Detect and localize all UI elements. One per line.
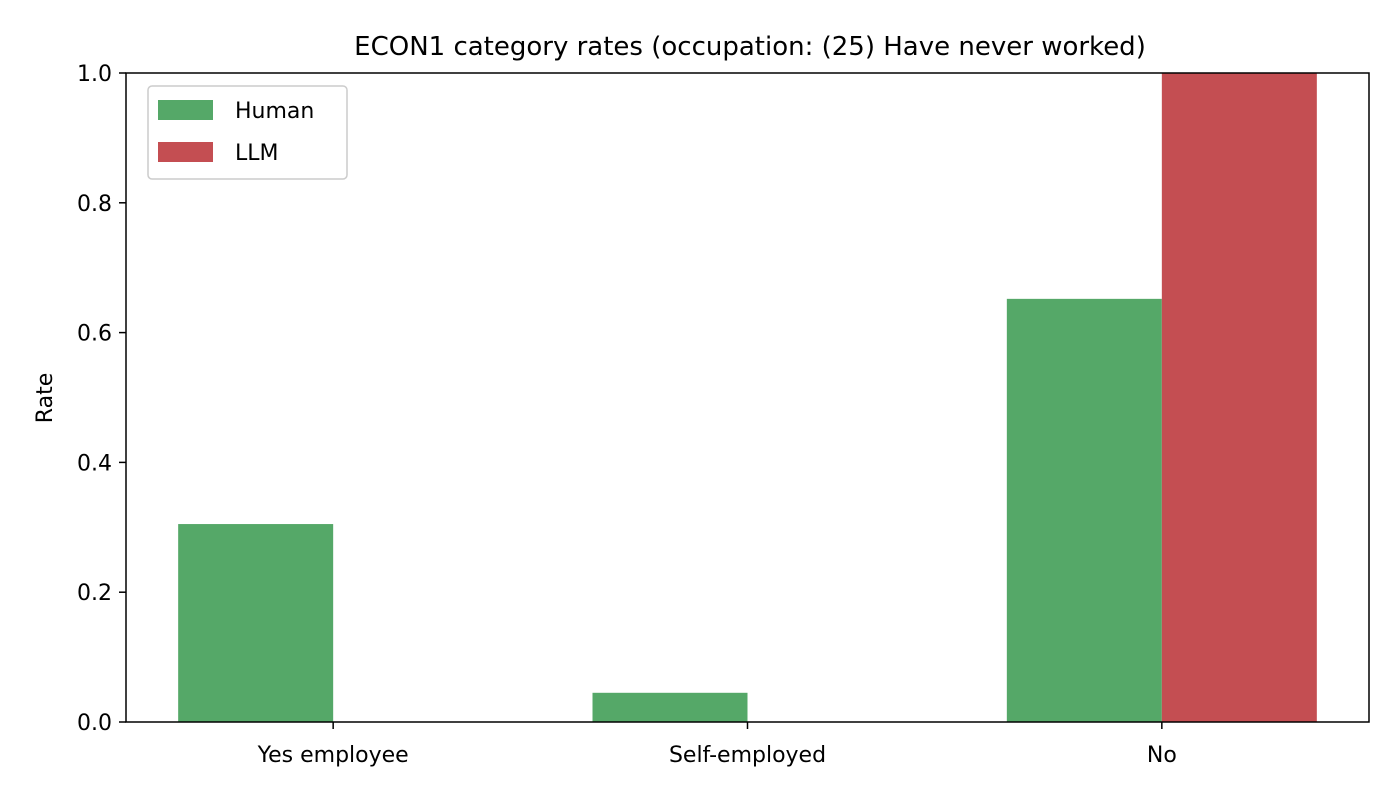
legend-swatch-human (158, 100, 213, 120)
bar-llm-no (1161, 73, 1317, 722)
y-tick-label: 0.0 (77, 711, 112, 736)
x-tick-label: Self-employed (669, 743, 826, 768)
x-axis-ticks: Yes employee Self-employed No (257, 722, 1177, 768)
bar-human-no (1006, 298, 1162, 722)
legend-label-llm: LLM (235, 141, 279, 166)
bar-human-self-employed (592, 692, 748, 722)
y-tick-label: 0.8 (77, 192, 112, 217)
legend: Human LLM (147, 85, 348, 180)
y-tick-label: 0.2 (77, 581, 112, 606)
y-tick-label: 0.4 (77, 451, 112, 476)
chart-title: ECON1 category rates (occupation: (25) H… (354, 32, 1146, 62)
bar-human-yes-employee (178, 524, 334, 722)
legend-swatch-llm (158, 142, 213, 162)
x-tick-label: No (1147, 743, 1177, 768)
y-axis-ticks: 0.0 0.2 0.4 0.6 0.8 1.0 (77, 62, 126, 736)
x-tick-label: Yes employee (257, 743, 409, 768)
y-axis-title: Rate (33, 373, 58, 423)
plot-frame (125, 72, 1370, 723)
y-tick-label: 1.0 (77, 62, 112, 87)
legend-label-human: Human (235, 99, 314, 124)
y-tick-label: 0.6 (77, 322, 112, 347)
bars-group (178, 73, 1317, 722)
